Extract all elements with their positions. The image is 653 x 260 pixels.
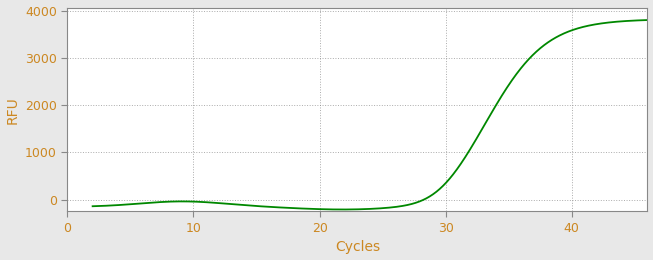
X-axis label: Cycles: Cycles <box>335 240 380 255</box>
Y-axis label: RFU: RFU <box>6 96 20 124</box>
